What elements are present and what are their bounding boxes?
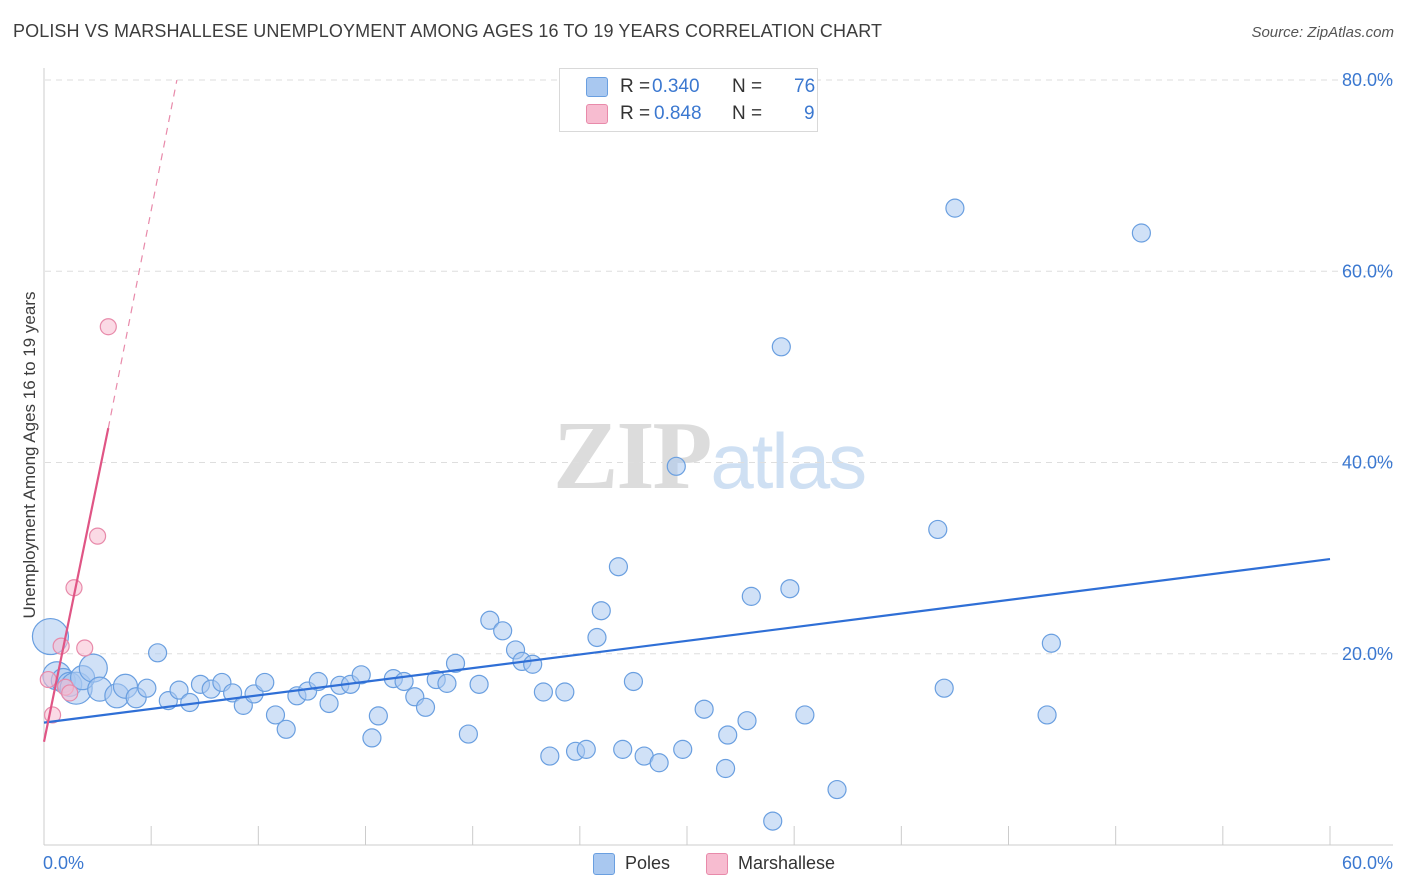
bottom-legend-label-marshallese: Marshallese <box>738 853 836 873</box>
poles-point <box>169 680 189 700</box>
poles-point <box>540 746 560 766</box>
poles-point <box>1041 633 1061 653</box>
marshallese-point <box>76 639 94 657</box>
poles-point <box>737 711 757 731</box>
poles-point <box>718 725 738 745</box>
poles-point <box>276 719 296 739</box>
legend-r-value: 0.340 <box>652 76 700 97</box>
poles-point <box>795 705 815 725</box>
y-tick-label: 40.0% <box>1342 453 1393 473</box>
marshallese-point <box>52 637 70 655</box>
poles-point <box>623 671 644 692</box>
legend-r-label: R = <box>620 76 651 97</box>
marshallese-point <box>61 684 79 702</box>
poles-point <box>587 627 607 648</box>
poles-point <box>763 811 783 831</box>
legend-n-value: 76 <box>794 76 816 97</box>
poles-point <box>1037 705 1057 725</box>
poles-point <box>415 697 436 717</box>
poles-point <box>666 456 686 476</box>
poles-point <box>469 674 489 694</box>
marshallese-point <box>88 527 107 545</box>
x-tick-label: 0.0% <box>43 853 84 873</box>
poles-point <box>308 671 328 692</box>
poles-point <box>265 705 286 725</box>
poles-point <box>555 682 575 702</box>
watermark-atlas: atlas <box>710 417 867 505</box>
poles-point <box>351 665 371 685</box>
y-tick-label: 20.0% <box>1342 644 1393 664</box>
poles-point <box>934 678 954 698</box>
poles-point <box>1131 223 1151 243</box>
zipatlas-watermark: ZIPatlas <box>553 398 867 512</box>
poles-point <box>928 519 948 540</box>
poles-point <box>780 579 800 599</box>
marshallese-trend-line <box>42 427 110 742</box>
watermark-zip: ZIP <box>553 402 712 510</box>
poles-point <box>458 724 478 744</box>
poles-point <box>715 758 736 779</box>
chart-title: POLISH VS MARSHALLESE UNEMPLOYMENT AMONG… <box>13 21 883 41</box>
legend-n-value: 9 <box>804 103 815 124</box>
legend-r-label: R = <box>620 103 651 124</box>
poles-point <box>694 699 714 719</box>
poles-point <box>673 739 693 759</box>
poles-trend-line <box>43 557 1331 724</box>
bottom-legend-swatch-marshallese <box>706 853 728 875</box>
bottom-legend-swatch-poles <box>593 853 615 875</box>
legend-n-label: N = <box>732 103 763 124</box>
poles-point <box>445 653 466 673</box>
poles-point <box>362 728 382 748</box>
poles-point <box>523 654 543 674</box>
poles-point <box>255 672 275 693</box>
poles-point <box>649 753 669 773</box>
poles-point <box>608 557 629 577</box>
poles-point <box>480 610 500 630</box>
y-tick-label: 60.0% <box>1342 261 1393 281</box>
marshallese-point <box>39 670 57 689</box>
legend-n-label: N = <box>732 76 763 97</box>
poles-point <box>437 673 457 693</box>
poles-point <box>493 621 513 641</box>
legend-swatch-poles <box>586 77 608 97</box>
poles-point <box>945 198 965 218</box>
poles-point <box>613 739 633 759</box>
source-credit: Source: ZipAtlas.com <box>1251 24 1394 41</box>
poles-point <box>827 779 847 800</box>
bottom-legend-label-poles: Poles <box>625 853 671 873</box>
poles-point <box>771 337 791 357</box>
poles-point <box>576 739 596 759</box>
poles-point <box>319 693 339 714</box>
poles-point <box>741 586 761 606</box>
marshallese-trend-extension <box>107 79 178 429</box>
legend-r-value: 0.848 <box>654 103 702 124</box>
poles-point <box>591 601 611 621</box>
legend-swatch-marshallese <box>586 104 608 124</box>
y-axis-label: Unemployment Among Ages 16 to 19 years <box>20 291 39 619</box>
poles-point <box>137 678 157 698</box>
poles-point <box>147 643 168 663</box>
poles-point <box>368 706 388 726</box>
poles-point <box>533 682 553 702</box>
marshallese-point <box>99 318 117 336</box>
correlation-legend: R = 0.340 N = 76 R = 0.848 N = 9 <box>559 68 818 132</box>
x-tick-label: 60.0% <box>1342 853 1393 873</box>
y-tick-label: 80.0% <box>1342 70 1393 90</box>
